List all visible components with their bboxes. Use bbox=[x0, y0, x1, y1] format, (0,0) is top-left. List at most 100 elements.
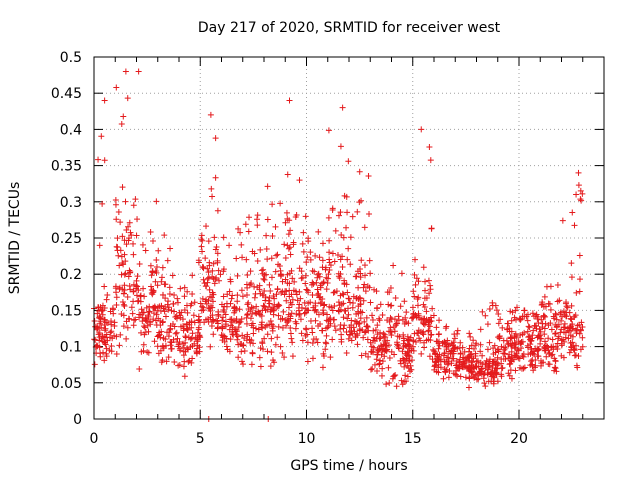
data-point bbox=[332, 327, 339, 334]
data-point bbox=[96, 242, 103, 249]
data-point bbox=[99, 200, 106, 207]
data-point bbox=[140, 341, 147, 348]
data-point bbox=[199, 237, 206, 244]
data-point bbox=[110, 306, 117, 313]
data-point bbox=[285, 245, 292, 252]
data-point bbox=[313, 279, 320, 286]
data-point bbox=[479, 352, 486, 359]
data-point bbox=[540, 312, 547, 319]
data-point bbox=[181, 284, 188, 291]
data-point bbox=[288, 267, 295, 274]
data-point bbox=[452, 371, 459, 378]
data-point bbox=[113, 350, 120, 357]
data-point bbox=[412, 338, 419, 345]
data-point bbox=[255, 326, 262, 333]
data-point bbox=[363, 323, 370, 330]
y-tick-label: 0 bbox=[73, 412, 82, 428]
data-point bbox=[134, 216, 141, 223]
data-point bbox=[307, 249, 314, 256]
data-point bbox=[343, 193, 350, 200]
data-point bbox=[535, 320, 542, 327]
data-point bbox=[154, 307, 161, 314]
data-point bbox=[356, 199, 363, 206]
data-point bbox=[446, 367, 453, 374]
data-point bbox=[144, 322, 151, 329]
data-point bbox=[441, 339, 448, 346]
data-point bbox=[272, 223, 279, 230]
data-point bbox=[443, 323, 450, 330]
data-point bbox=[326, 237, 333, 244]
data-point bbox=[195, 257, 202, 264]
data-point bbox=[164, 257, 171, 264]
data-point bbox=[119, 233, 126, 240]
data-point bbox=[142, 247, 149, 254]
data-point bbox=[244, 301, 251, 308]
data-point bbox=[420, 264, 427, 271]
data-point bbox=[473, 376, 480, 383]
data-point bbox=[484, 346, 491, 353]
data-point bbox=[323, 340, 330, 347]
data-point bbox=[250, 340, 257, 347]
data-point bbox=[568, 316, 575, 323]
data-point bbox=[534, 315, 541, 322]
data-point bbox=[237, 229, 244, 236]
data-point bbox=[508, 334, 515, 341]
data-point bbox=[91, 317, 98, 324]
data-point bbox=[246, 336, 253, 343]
data-point bbox=[161, 281, 168, 288]
data-point bbox=[279, 349, 286, 356]
data-point bbox=[529, 357, 536, 364]
data-point bbox=[548, 352, 555, 359]
data-point bbox=[374, 322, 381, 329]
data-point bbox=[508, 375, 515, 382]
data-point bbox=[363, 314, 370, 321]
data-point bbox=[344, 315, 351, 322]
data-point bbox=[426, 353, 433, 360]
data-point bbox=[329, 250, 336, 257]
data-point bbox=[123, 227, 130, 234]
data-point bbox=[352, 334, 359, 341]
data-point bbox=[293, 291, 300, 298]
data-point bbox=[206, 262, 213, 269]
data-point bbox=[535, 346, 542, 353]
data-point bbox=[150, 316, 157, 323]
data-point bbox=[411, 293, 418, 300]
data-point bbox=[118, 253, 125, 260]
y-tick-label: 0.1 bbox=[60, 340, 82, 356]
data-point bbox=[418, 126, 425, 133]
data-point bbox=[399, 316, 406, 323]
data-point bbox=[216, 277, 223, 284]
data-point bbox=[356, 320, 363, 327]
data-point bbox=[289, 275, 296, 282]
data-point bbox=[177, 285, 184, 292]
data-point bbox=[234, 292, 241, 299]
data-point bbox=[440, 375, 447, 382]
data-point bbox=[492, 302, 499, 309]
data-point bbox=[370, 337, 377, 344]
data-point bbox=[215, 311, 222, 318]
data-point bbox=[188, 318, 195, 325]
data-point bbox=[335, 212, 342, 219]
data-point bbox=[123, 241, 130, 248]
data-point bbox=[409, 304, 416, 311]
data-point bbox=[409, 314, 416, 321]
data-point bbox=[323, 286, 330, 293]
data-point bbox=[264, 348, 271, 355]
data-point bbox=[122, 68, 129, 75]
data-point bbox=[234, 272, 241, 279]
data-point bbox=[496, 335, 503, 342]
data-point bbox=[116, 286, 123, 293]
data-point bbox=[231, 304, 238, 311]
data-point bbox=[388, 302, 395, 309]
data-point bbox=[234, 298, 241, 305]
data-point bbox=[552, 365, 559, 372]
data-point bbox=[229, 331, 236, 338]
data-point bbox=[133, 277, 140, 284]
data-point bbox=[128, 232, 135, 239]
data-point bbox=[364, 283, 371, 290]
data-point bbox=[383, 381, 390, 388]
data-point bbox=[578, 197, 585, 204]
data-point bbox=[357, 295, 364, 302]
data-point bbox=[358, 257, 365, 264]
data-point bbox=[176, 309, 183, 316]
